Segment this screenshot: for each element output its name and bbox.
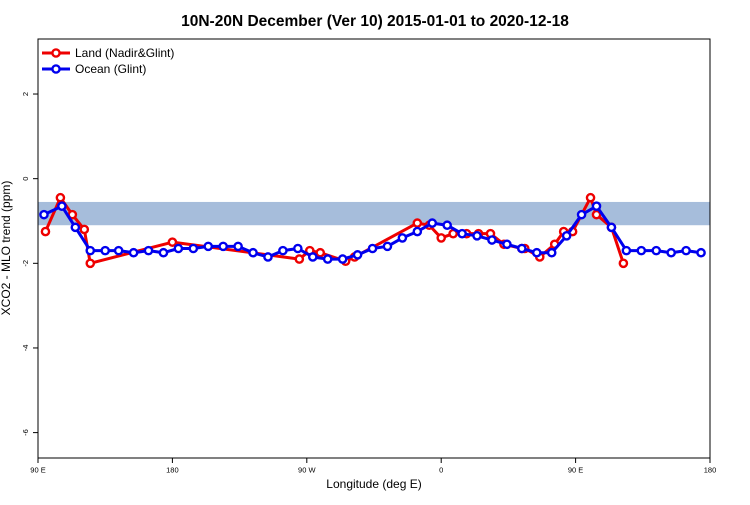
data-point (636, 245, 647, 256)
chart-title: 10N-20N December (Ver 10) 2015-01-01 to … (181, 13, 569, 30)
data-point (427, 218, 438, 228)
data-point (39, 209, 49, 220)
x-axis-label: Longitude (deg E) (326, 477, 421, 491)
series-1 (39, 201, 706, 264)
data-point (173, 243, 184, 254)
x-tick-label: 90 W (298, 466, 316, 475)
data-point (606, 222, 617, 233)
series-layer (39, 192, 706, 269)
data-point (100, 245, 110, 256)
data-point (307, 252, 318, 262)
legend-label: Land (Nadir&Glint) (75, 46, 174, 60)
data-point (248, 247, 258, 258)
data-point (233, 241, 243, 252)
data-point (337, 254, 348, 264)
data-point (618, 258, 629, 269)
data-point (382, 241, 393, 252)
data-point (158, 247, 169, 258)
data-point (472, 231, 482, 241)
data-point (681, 245, 691, 256)
data-point (293, 243, 303, 254)
data-point (367, 243, 378, 254)
data-point (294, 254, 305, 264)
legend: Land (Nadir&Glint) Ocean (Glint) (42, 46, 174, 76)
data-point (203, 241, 214, 252)
y-tick-label: -4 (21, 345, 30, 352)
data-point (167, 237, 178, 247)
data-point (442, 220, 452, 231)
data-point (322, 254, 333, 264)
data-point (502, 239, 512, 250)
data-point (576, 209, 587, 220)
plot-frame (37, 38, 711, 459)
data-point (546, 247, 557, 258)
data-point (40, 226, 51, 237)
data-point (487, 235, 497, 245)
data-point (531, 247, 542, 258)
data-point (315, 247, 326, 258)
data-point (57, 201, 67, 211)
axes: 90 E 180 90 W 0 90 E 180 -6 -4 -2 0 2 (21, 92, 716, 475)
data-point (397, 233, 408, 243)
data-point (70, 222, 81, 233)
legend-label: Ocean (Glint) (75, 62, 146, 76)
x-tick-label: 180 (166, 466, 179, 475)
data-point (143, 245, 154, 256)
data-point (85, 258, 96, 269)
x-tick-label: 90 E (568, 466, 583, 475)
data-point (128, 247, 139, 258)
x-tick-label: 0 (439, 466, 443, 475)
data-point (621, 245, 632, 256)
data-point (591, 209, 602, 220)
y-tick-label: 2 (21, 92, 30, 96)
data-point (561, 231, 572, 241)
data-point (188, 243, 199, 254)
y-axis-label: XCO2 - MLO trend (ppm) (0, 181, 13, 316)
data-point (591, 201, 602, 211)
data-point (352, 250, 363, 260)
x-tick-label: 180 (704, 466, 717, 475)
data-point (666, 247, 676, 258)
data-point (517, 243, 527, 254)
data-point (457, 228, 467, 239)
data-point (412, 226, 423, 237)
background-map (38, 201, 710, 226)
data-point (651, 245, 662, 256)
data-point (585, 192, 596, 203)
map-ocean (38, 201, 710, 226)
legend-marker (51, 64, 61, 74)
y-tick-label: 0 (21, 177, 30, 181)
data-point (79, 224, 90, 235)
x-tick-label: 90 E (30, 466, 45, 475)
data-point (278, 245, 288, 256)
data-point (696, 247, 706, 258)
data-point (412, 218, 423, 228)
data-point (55, 192, 66, 203)
data-point (218, 241, 228, 252)
data-point (113, 245, 124, 256)
data-point (85, 245, 96, 256)
y-tick-label: -6 (21, 429, 30, 436)
data-point (263, 252, 273, 262)
data-point (436, 233, 447, 243)
y-tick-label: -2 (21, 260, 30, 267)
legend-marker (51, 48, 61, 58)
